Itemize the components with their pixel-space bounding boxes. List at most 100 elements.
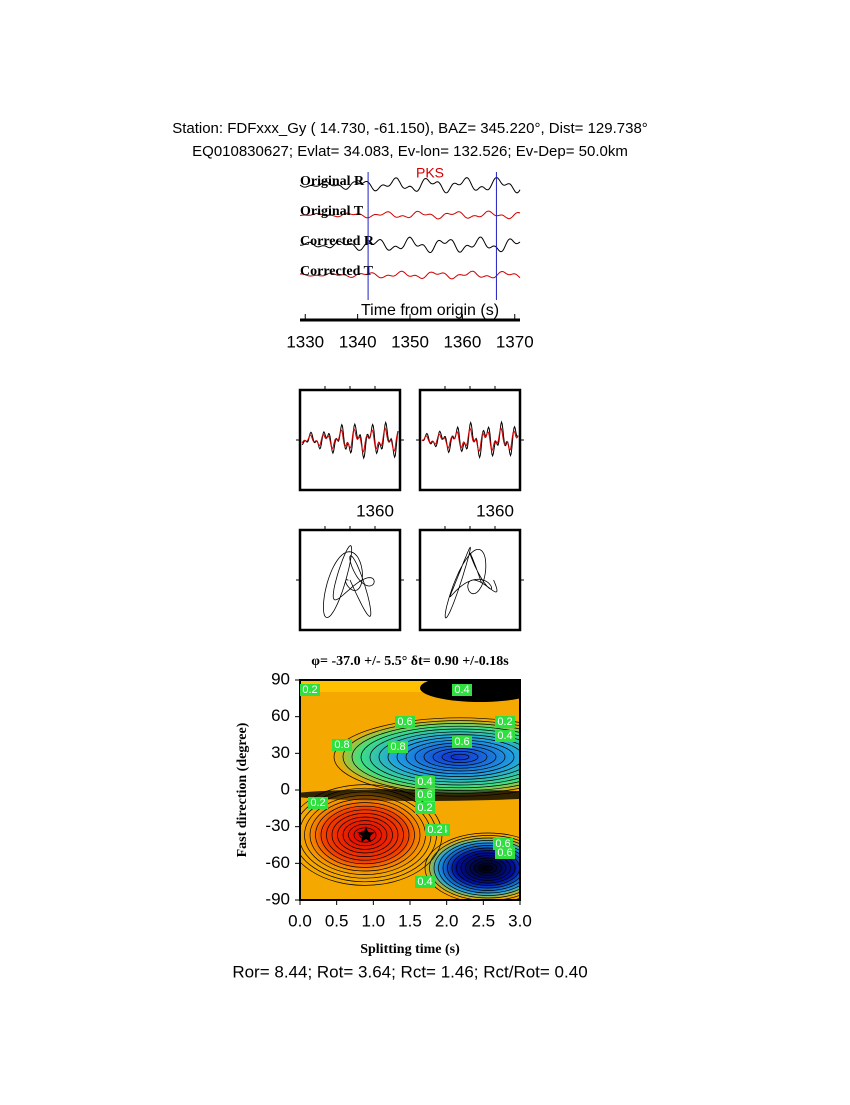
contour [387, 734, 520, 780]
contour-label-box [300, 684, 320, 696]
contour [433, 837, 520, 899]
contour-label: 0.4 [497, 730, 512, 742]
x-tick-label: 1370 [496, 332, 534, 351]
contour [326, 809, 404, 861]
contour-label: 0.4 [454, 684, 469, 696]
x-axis-label: Splitting time (s) [360, 942, 460, 957]
contour-label: 0.2 [427, 824, 442, 836]
contour-label-box [332, 739, 352, 751]
header-event: EQ010830627; Evlat= 34.083, Ev-lon= 132.… [192, 143, 628, 160]
header-station: Station: FDFxxx_Gy ( 14.730, -61.150), B… [172, 120, 648, 137]
contour-label: 0.2 [310, 797, 325, 809]
contour-label: 0.2 [497, 716, 512, 728]
contour [320, 805, 410, 865]
contour [469, 857, 507, 879]
contour [348, 823, 382, 847]
y-tick-label: 0 [281, 779, 290, 798]
trace-label: Original R [300, 174, 365, 189]
x-tick-label: 1.5 [398, 911, 422, 930]
x-axis-label: Time from origin (s) [361, 302, 499, 319]
trace-label: Original T [300, 204, 364, 219]
y-tick-label: 90 [271, 669, 290, 688]
y-tick-label: -60 [265, 853, 290, 872]
contour [450, 753, 470, 761]
contour-label-box [452, 736, 472, 748]
contour [429, 835, 520, 900]
contour-label: 0.6 [397, 716, 412, 728]
contour [353, 827, 377, 843]
footer: Ror= 8.44; Rot= 3.64; Rct= 1.46; Rct/Rot… [232, 962, 587, 981]
contour-label-box [415, 776, 435, 788]
contour [483, 865, 493, 871]
contour-label: 0.8 [334, 739, 349, 751]
y-tick-label: 60 [271, 706, 290, 725]
x-tick-label: 1360 [443, 332, 481, 351]
x-tick-label: 1340 [339, 332, 377, 351]
high-region [335, 719, 520, 795]
contour [447, 845, 520, 891]
contour-label-box [495, 730, 515, 742]
contour [432, 748, 488, 766]
contour [342, 820, 388, 850]
trace-label: Corrected R [300, 234, 375, 249]
contour-label-box [415, 789, 435, 801]
panel-frame [418, 388, 522, 492]
contour-label-box [495, 716, 515, 728]
contour [441, 751, 479, 763]
x-tick-label: 2.0 [435, 911, 459, 930]
trace [299, 210, 521, 220]
contour [474, 860, 502, 876]
contour-label: 0.2 [417, 802, 432, 814]
contour [451, 847, 520, 889]
contour-label-box [388, 741, 408, 753]
x-tick-label: 0.0 [288, 911, 312, 930]
contour-label: 0.4 [417, 776, 432, 788]
waveform [301, 427, 399, 454]
contour-label: 0.6 [454, 736, 469, 748]
contour [315, 802, 415, 868]
contour [442, 842, 520, 894]
contour-label-box [452, 684, 472, 696]
contour-label: 0.8 [390, 741, 405, 753]
contour [460, 852, 516, 884]
panel-frame [418, 528, 522, 632]
x-tick-label: 1.0 [362, 911, 386, 930]
contour-label: 0.4 [417, 876, 432, 888]
particle-motion [444, 546, 498, 619]
misfit-surface [300, 680, 520, 900]
contour [351, 723, 520, 791]
contour-label: 0.2 [302, 684, 317, 696]
x-tick-label: 1360 [476, 501, 514, 520]
contour [309, 798, 421, 872]
contour [438, 840, 520, 896]
contour [424, 832, 520, 900]
x-tick-label: 2.5 [472, 911, 496, 930]
contour [369, 728, 520, 786]
contour [337, 816, 393, 854]
trace [299, 177, 521, 194]
x-tick-label: 1360 [356, 501, 394, 520]
contour-label: 0.6 [497, 847, 512, 859]
contour [465, 855, 511, 881]
x-tick-label: 0.5 [325, 911, 349, 930]
y-tick-label: -90 [265, 889, 290, 908]
x-tick-label: 1330 [286, 332, 324, 351]
x-tick-label: 1350 [391, 332, 429, 351]
contour-label: 0.6 [495, 838, 510, 850]
contour-lines [300, 717, 520, 900]
contour [331, 813, 399, 857]
contour-label-box [395, 716, 415, 728]
particle-motion [322, 545, 375, 619]
dark-region [420, 680, 520, 702]
y-tick-label: -30 [265, 816, 290, 835]
contour-label-box [425, 824, 445, 836]
contour-label-box [495, 847, 515, 859]
trace [299, 236, 521, 254]
plot-title: φ= -37.0 +/- 5.5° δt= 0.90 +/-0.18s [311, 654, 509, 669]
contour-label-box [415, 802, 435, 814]
contour [360, 725, 520, 789]
x-tick-label: 3.0 [508, 911, 532, 930]
waveform [421, 426, 519, 453]
contour-label-box [308, 797, 328, 809]
